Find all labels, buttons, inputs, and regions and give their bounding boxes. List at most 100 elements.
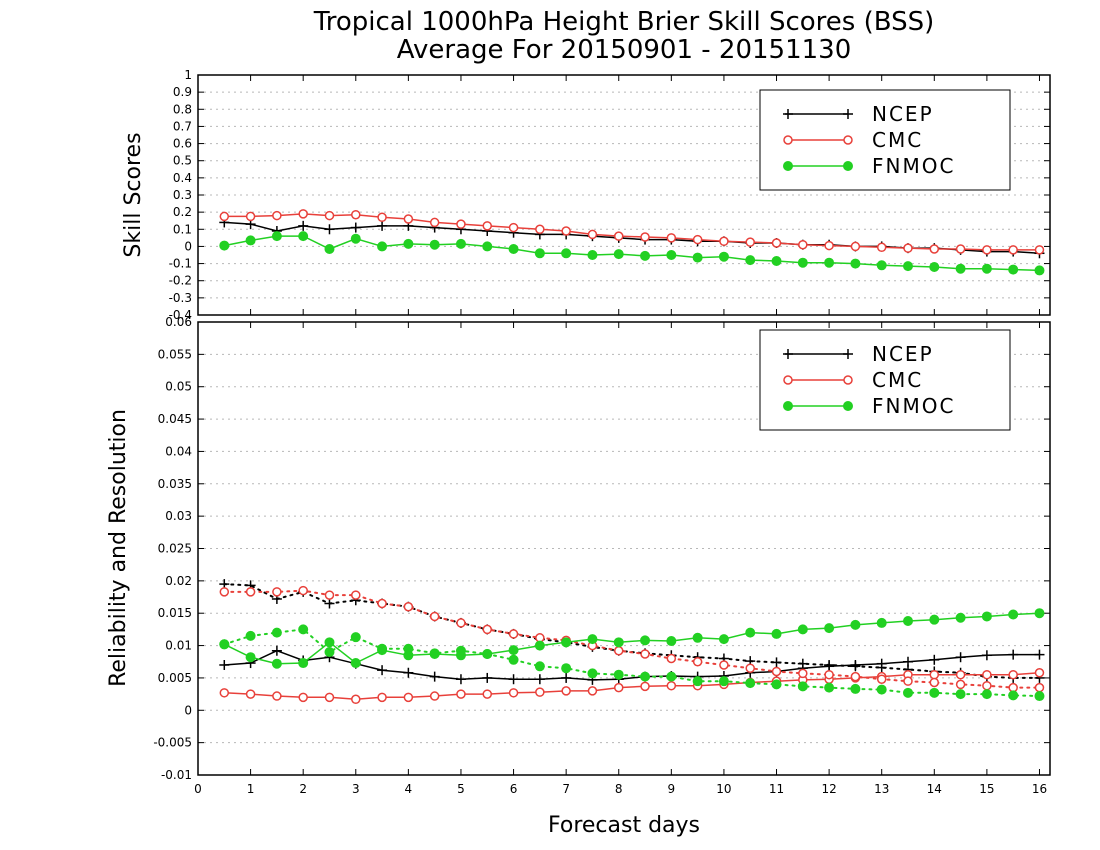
- x-tick-label: 16: [1032, 782, 1047, 796]
- x-tick-label: 1: [247, 782, 255, 796]
- y-tick-label: 1: [184, 68, 192, 82]
- data-point: [1008, 245, 1018, 255]
- x-tick-label: 14: [927, 782, 942, 796]
- data-point: [1034, 691, 1045, 702]
- data-point: [955, 612, 966, 623]
- data-point: [535, 224, 545, 235]
- data-point: [824, 623, 835, 634]
- data-point: [850, 258, 861, 269]
- y-tick-label: -0.4: [169, 308, 192, 322]
- x-tick-label: 5: [457, 782, 465, 796]
- data-point: [903, 615, 913, 626]
- y-tick-label: 0.8: [173, 102, 192, 116]
- data-point: [876, 684, 887, 695]
- data-point: [982, 245, 992, 255]
- data-point: [876, 242, 887, 253]
- y-tick-label: 0.05: [165, 380, 192, 394]
- data-point: [640, 649, 650, 659]
- data-point: [876, 617, 887, 628]
- legend-marker: [843, 401, 853, 411]
- data-point: [534, 640, 545, 651]
- data-point: [508, 244, 519, 254]
- data-point: [587, 686, 598, 696]
- data-point: [692, 234, 703, 245]
- y-tick-label: 0.025: [158, 542, 192, 556]
- data-point: [508, 645, 519, 656]
- y-axis-label: Skill Scores: [121, 132, 146, 257]
- data-point: [429, 648, 440, 659]
- data-point: [508, 222, 519, 233]
- data-point: [745, 663, 755, 673]
- series-line: [223, 583, 1041, 679]
- data-point: [456, 219, 466, 229]
- data-point: [1034, 265, 1045, 276]
- data-point: [298, 585, 308, 596]
- y-tick-label: 0.4: [173, 171, 192, 185]
- legend-marker: [843, 375, 853, 385]
- data-point: [272, 587, 282, 597]
- y-tick-label: 0.035: [158, 477, 192, 491]
- data-point: [561, 637, 572, 648]
- data-point: [929, 244, 940, 254]
- data-point: [587, 634, 598, 645]
- data-point: [482, 648, 493, 659]
- data-point: [245, 587, 256, 597]
- y-tick-label: 0.02: [165, 574, 192, 588]
- data-point: [455, 645, 466, 656]
- data-point: [955, 679, 966, 690]
- data-point: [245, 235, 256, 246]
- data-point: [403, 601, 414, 612]
- data-point: [982, 669, 992, 680]
- data-point: [929, 614, 940, 625]
- series-fnmoc-solid: [219, 231, 1045, 276]
- data-point: [745, 237, 755, 247]
- data-point: [798, 668, 808, 679]
- data-point: [1034, 668, 1045, 678]
- data-point: [324, 647, 335, 658]
- data-point: [403, 214, 414, 224]
- x-tick-label: 13: [874, 782, 889, 796]
- data-point: [403, 238, 414, 249]
- data-point: [666, 671, 677, 682]
- data-point: [824, 669, 834, 680]
- chart-title-line2: Average For 20150901 - 20151130: [397, 35, 852, 65]
- x-tick-label: 3: [352, 782, 360, 796]
- y-tick-label: 0.2: [173, 205, 192, 219]
- data-point: [692, 676, 703, 687]
- data-point: [929, 669, 940, 680]
- data-point: [771, 238, 782, 248]
- data-point: [719, 236, 729, 247]
- data-point: [876, 260, 887, 271]
- data-point: [981, 689, 992, 700]
- data-point: [903, 676, 913, 686]
- data-point: [456, 689, 466, 699]
- data-point: [1034, 245, 1045, 255]
- data-point: [508, 688, 519, 698]
- data-point: [666, 680, 677, 691]
- data-point: [771, 666, 782, 677]
- data-point: [666, 653, 677, 664]
- data-point: [350, 233, 361, 244]
- y-tick-label: 0.04: [165, 444, 192, 458]
- data-point: [245, 630, 256, 641]
- data-point: [666, 233, 677, 243]
- data-point: [613, 645, 624, 656]
- data-point: [271, 627, 282, 638]
- legend-marker: [783, 375, 793, 385]
- data-point: [613, 637, 624, 648]
- y-tick-label: -0.1: [169, 257, 192, 271]
- data-point: [797, 257, 808, 268]
- data-point: [640, 681, 650, 692]
- data-point: [955, 689, 966, 700]
- data-point: [377, 692, 387, 703]
- data-point: [692, 657, 703, 667]
- data-point: [719, 660, 729, 670]
- data-point: [587, 668, 598, 679]
- data-point: [324, 244, 335, 254]
- legend-label-ncep: NCEP: [872, 342, 934, 366]
- y-tick-label: 0.06: [165, 315, 192, 329]
- data-point: [456, 618, 466, 628]
- y-axis-label: Reliability and Resolution: [106, 409, 131, 687]
